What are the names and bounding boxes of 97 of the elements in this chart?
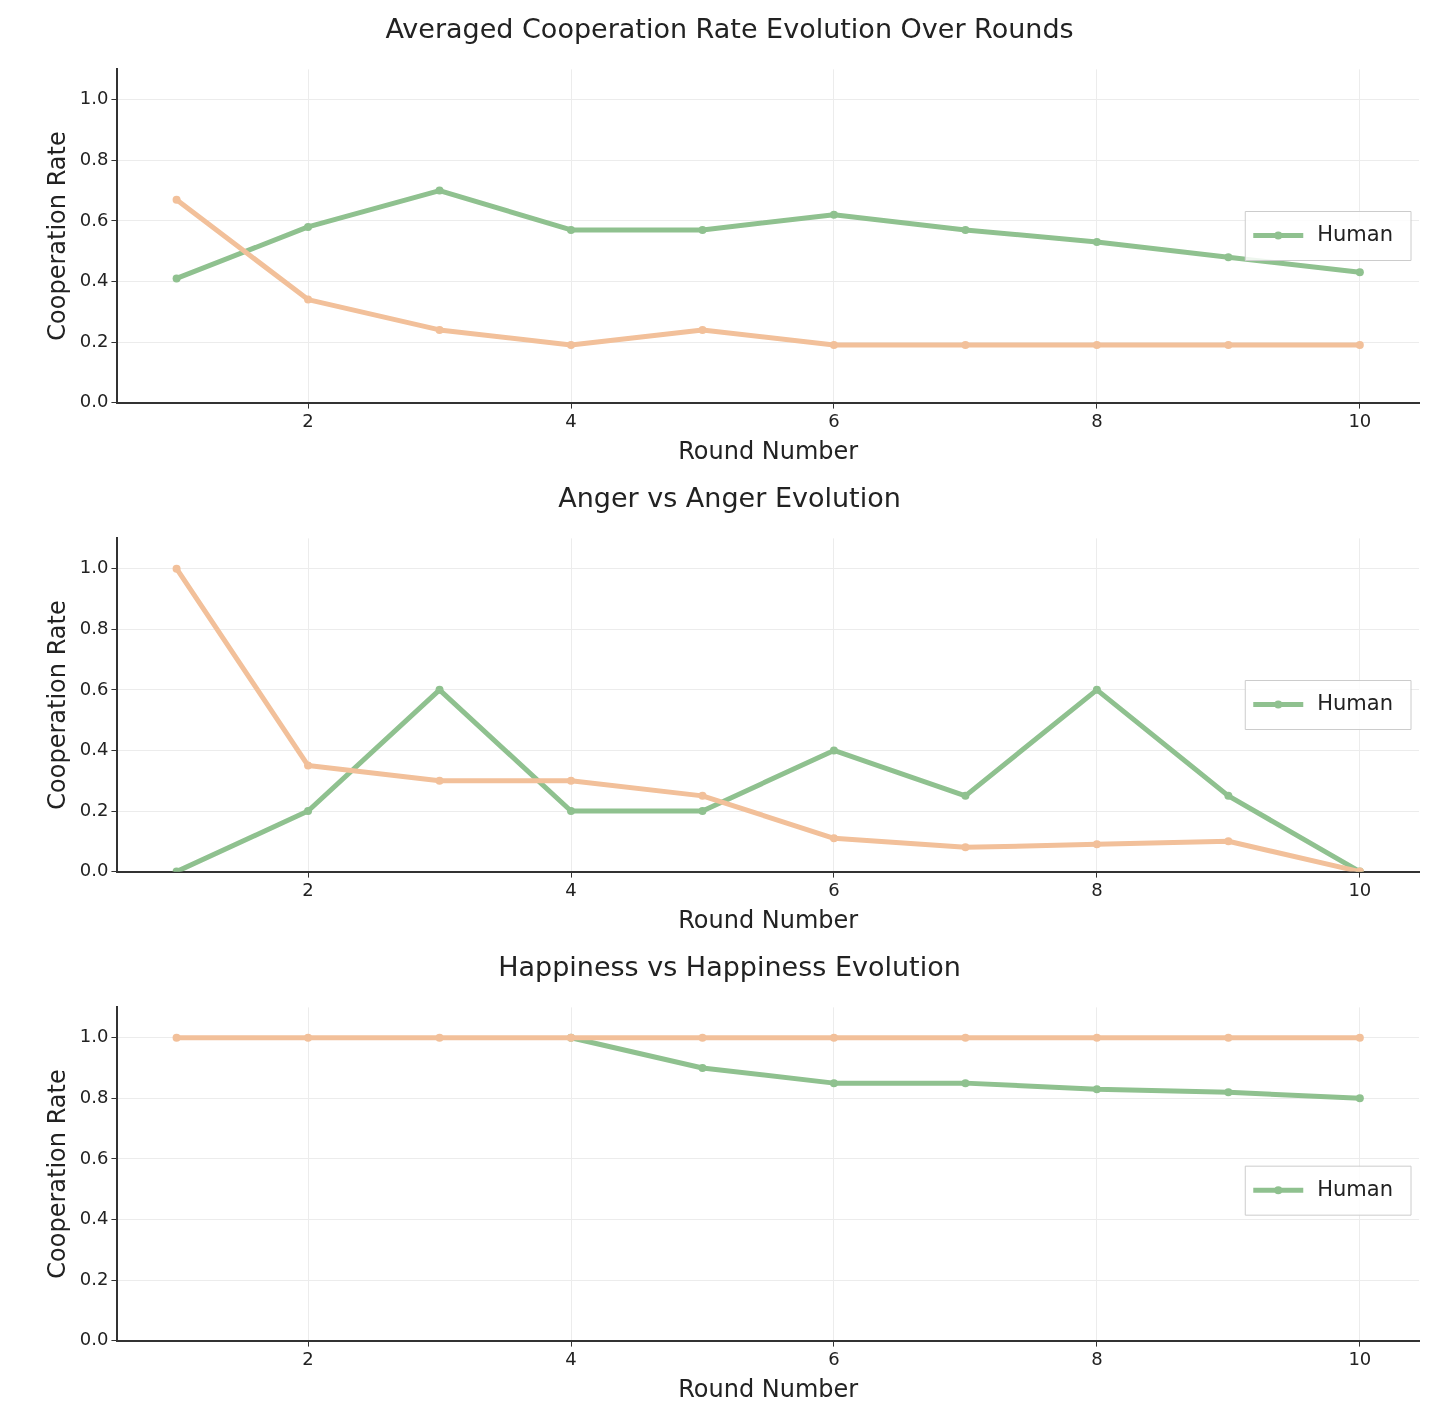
point [1355,1033,1364,1042]
point [435,685,444,694]
x-tick-label: 4 [565,1348,577,1370]
point [172,564,181,573]
point [1355,268,1364,277]
x-tick-label: 10 [1348,1348,1372,1370]
x-axis-title: Round Number [678,905,859,934]
x-tick-label: 2 [302,1348,314,1370]
y-tick-label: 0.4 [79,269,109,291]
y-tick-label: 0.6 [79,208,109,230]
point [567,341,576,350]
point [829,210,838,219]
point [1224,1088,1233,1097]
y-axis-title: Cooperation Rate [42,131,71,341]
y-tick-label: 0.4 [79,1207,109,1229]
point [304,295,313,304]
point [1355,341,1364,350]
y-tick-label: 0.8 [79,616,109,638]
y-tick-label: 0.6 [79,1146,109,1168]
x-tick-label: 6 [828,410,840,432]
x-tick-label: 6 [828,879,840,901]
x-tick-label: 8 [1091,879,1103,901]
point [1092,341,1101,350]
x-tick-label: 4 [565,410,577,432]
point [698,1033,707,1042]
point [1224,1033,1233,1042]
y-tick-label: 1.0 [79,1025,109,1047]
point [961,791,970,800]
point [961,1033,970,1042]
point [698,225,707,234]
point [172,274,181,283]
point [567,776,576,785]
point [961,843,970,852]
point [829,1033,838,1042]
x-tick-label: 8 [1091,1348,1103,1370]
y-tick-label: 1.0 [79,556,109,578]
point [698,791,707,800]
x-tick-label: 8 [1091,410,1103,432]
y-tick-label: 0.6 [79,677,109,699]
legend-label: Human [1317,690,1394,715]
point [829,341,838,350]
point [1092,1033,1101,1042]
y-tick-label: 0.4 [79,738,109,760]
x-tick-label: 4 [565,879,577,901]
x-tick-label: 6 [828,1348,840,1370]
x-tick-label: 10 [1348,410,1372,432]
point [698,1063,707,1072]
point [829,834,838,843]
point [698,807,707,816]
y-tick-label: 0.2 [79,329,109,351]
x-tick-label: 2 [302,879,314,901]
point [435,186,444,195]
x-axis-title: Round Number [678,1374,859,1403]
x-tick-label: 10 [1348,879,1372,901]
chart-title: Anger vs Anger Evolution [558,482,901,514]
y-tick-label: 0.0 [79,390,109,412]
point [567,807,576,816]
y-tick-label: 0.0 [79,1328,109,1350]
legend-label: Human [1317,221,1394,246]
point [829,746,838,755]
point [1224,837,1233,846]
point [172,195,181,204]
point [435,1033,444,1042]
point [1092,685,1101,694]
y-tick-label: 0.8 [79,1085,109,1107]
point [172,1033,181,1042]
point [1355,1094,1364,1103]
x-axis-title: Round Number [678,436,859,465]
y-tick-label: 0.2 [79,1267,109,1289]
point [961,341,970,350]
point [1224,253,1233,262]
point [961,225,970,234]
chart-title: Happiness vs Happiness Evolution [498,951,961,983]
y-tick-label: 0.8 [79,147,109,169]
y-tick-label: 1.0 [79,87,109,109]
point [1092,1085,1101,1094]
point [304,807,313,816]
legend-label: Human [1317,1176,1394,1201]
point [1092,238,1101,247]
point [304,222,313,231]
point [1224,341,1233,350]
y-axis-title: Cooperation Rate [42,600,71,810]
point [1224,791,1233,800]
point [435,325,444,334]
y-axis-title: Cooperation Rate [42,1069,71,1279]
y-tick-label: 0.0 [79,859,109,881]
y-tick-label: 0.2 [79,798,109,820]
point [698,325,707,334]
x-tick-label: 2 [302,410,314,432]
point [435,776,444,785]
point [304,1033,313,1042]
chart-title: Averaged Cooperation Rate Evolution Over Rounds [385,13,1074,45]
point [829,1079,838,1088]
point [961,1079,970,1088]
point [1092,840,1101,849]
point [304,761,313,770]
point [567,225,576,234]
